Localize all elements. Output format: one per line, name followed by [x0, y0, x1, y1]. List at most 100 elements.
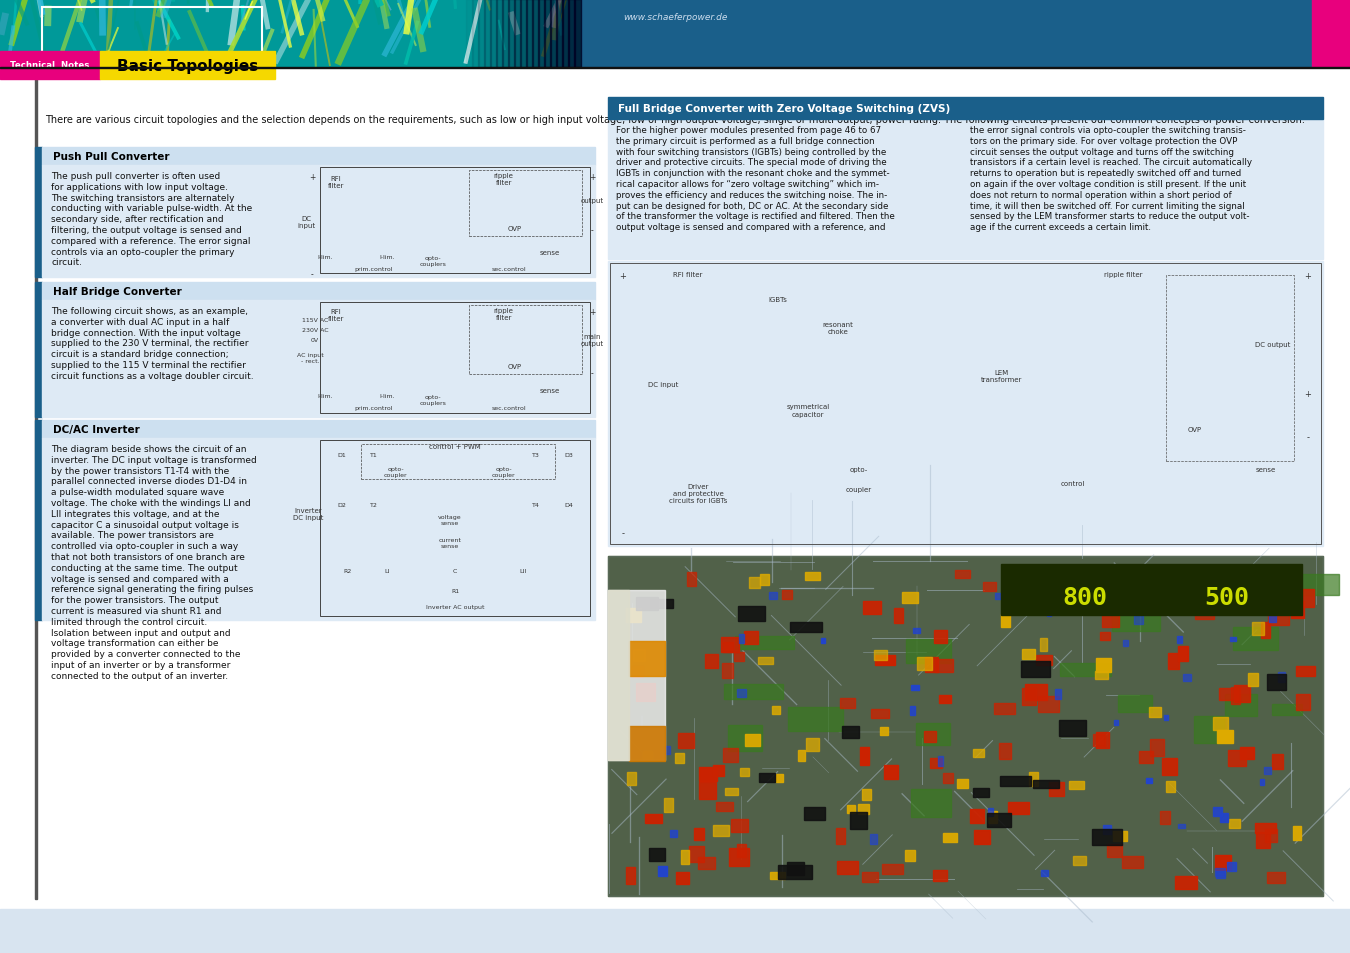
Text: T1: T1 [370, 453, 378, 457]
Bar [730, 819, 748, 832]
Text: D3: D3 [564, 453, 572, 457]
Bar [657, 866, 667, 876]
Bar [670, 830, 678, 837]
Text: 230V AC: 230V AC [301, 328, 328, 333]
Text: D2: D2 [338, 502, 346, 507]
Bar [675, 753, 684, 763]
Bar [1296, 694, 1310, 710]
Bar [1095, 672, 1108, 679]
Bar [664, 747, 670, 755]
Bar [1216, 871, 1224, 878]
Bar [1299, 589, 1314, 607]
Bar [1098, 589, 1118, 604]
Text: R2: R2 [343, 569, 351, 574]
Text: T4: T4 [532, 502, 540, 507]
Bar [1029, 772, 1038, 785]
Bar [930, 759, 942, 768]
Bar [942, 773, 953, 783]
Bar [1168, 568, 1179, 578]
Text: age if the current exceeds a certain limit.: age if the current exceeds a certain lim… [971, 223, 1152, 232]
Text: IGBTs in conjunction with the resonant choke and the symmet-: IGBTs in conjunction with the resonant c… [616, 169, 890, 178]
Bar [649, 599, 672, 608]
Bar [1033, 780, 1060, 788]
Bar [769, 592, 778, 599]
Bar [722, 663, 733, 679]
Bar [783, 590, 792, 599]
Bar [772, 706, 780, 715]
Text: sensed by the LEM transformer starts to reduce the output volt-: sensed by the LEM transformer starts to … [971, 213, 1250, 221]
Bar [729, 725, 761, 752]
Text: voltage transformation can either be: voltage transformation can either be [51, 639, 219, 648]
Bar [1230, 638, 1235, 641]
Bar [1266, 872, 1285, 883]
Bar [1037, 656, 1053, 665]
Text: circuit.: circuit. [51, 258, 82, 267]
Text: The push pull converter is often used: The push pull converter is often used [51, 172, 220, 181]
Bar [736, 637, 794, 650]
Bar [1312, 0, 1350, 68]
Bar [1195, 610, 1214, 619]
Text: voltage is sensed and compared with a: voltage is sensed and compared with a [51, 574, 228, 583]
Bar [490, 0, 497, 68]
Text: available. The power transistors are: available. The power transistors are [51, 531, 213, 539]
Bar [1100, 633, 1110, 640]
Text: sense: sense [540, 388, 560, 394]
Bar [706, 655, 718, 669]
Text: bridge connection. With the input voltage: bridge connection. With the input voltag… [51, 328, 240, 337]
Bar [1139, 751, 1153, 763]
Bar [737, 844, 747, 858]
Bar [1268, 674, 1285, 690]
Bar [562, 0, 568, 68]
Bar [983, 582, 995, 592]
Text: LII integrates this voltage, and at the: LII integrates this voltage, and at the [51, 509, 220, 518]
Bar [1241, 747, 1254, 760]
Bar [1134, 616, 1143, 625]
Bar [1096, 733, 1108, 748]
Bar [988, 808, 992, 817]
Text: supplied to the 230 V terminal, the rectifier: supplied to the 230 V terminal, the rect… [51, 339, 248, 348]
Text: LI: LI [385, 569, 390, 574]
Text: opto-
couplers: opto- couplers [420, 255, 447, 267]
Bar [840, 699, 855, 709]
Bar [1256, 832, 1269, 848]
Text: ripple
filter: ripple filter [494, 172, 513, 186]
Bar [875, 655, 895, 665]
Bar [532, 0, 539, 68]
Bar [837, 861, 859, 874]
Bar [1251, 622, 1264, 636]
Bar [508, 0, 514, 68]
Text: opto-
coupler: opto- coupler [383, 467, 408, 477]
Text: main
output: main output [580, 334, 603, 347]
Text: LEM
transformer: LEM transformer [980, 370, 1022, 383]
Text: by the power transistors T1-T4 with the: by the power transistors T1-T4 with the [51, 466, 230, 476]
Bar [1040, 639, 1048, 652]
Bar [911, 685, 919, 691]
Bar [472, 0, 479, 68]
Bar [821, 639, 825, 643]
Bar [913, 628, 919, 633]
Bar [716, 802, 733, 811]
Text: T3: T3 [532, 453, 540, 457]
Text: inverter. The DC input voltage is transformed: inverter. The DC input voltage is transf… [51, 456, 256, 464]
Bar [1103, 614, 1119, 628]
Bar [610, 264, 1322, 544]
Bar [860, 747, 869, 765]
Bar [973, 788, 990, 797]
Bar [495, 0, 504, 68]
Text: coupler: coupler [845, 487, 871, 493]
Text: resonant
choke: resonant choke [822, 322, 853, 335]
Text: voltage
sense: voltage sense [437, 515, 462, 525]
Bar [1122, 856, 1143, 868]
Text: supplied to the 115 V terminal the rectifier: supplied to the 115 V terminal the recti… [51, 360, 246, 370]
Bar [850, 813, 867, 829]
Text: -: - [310, 270, 313, 278]
Bar [1260, 780, 1265, 785]
Bar [320, 303, 590, 414]
Text: Driver
and protective
circuits for IGBTs: Driver and protective circuits for IGBTs [668, 484, 728, 504]
Bar [1162, 759, 1177, 776]
Text: compared with a reference. The error signal: compared with a reference. The error sig… [51, 236, 251, 246]
Bar [0, 909, 1350, 953]
Bar [721, 638, 738, 653]
Text: ripple filter: ripple filter [1103, 272, 1142, 277]
Text: output voltage is sensed and compared with a reference, and: output voltage is sensed and compared wi… [616, 223, 886, 232]
